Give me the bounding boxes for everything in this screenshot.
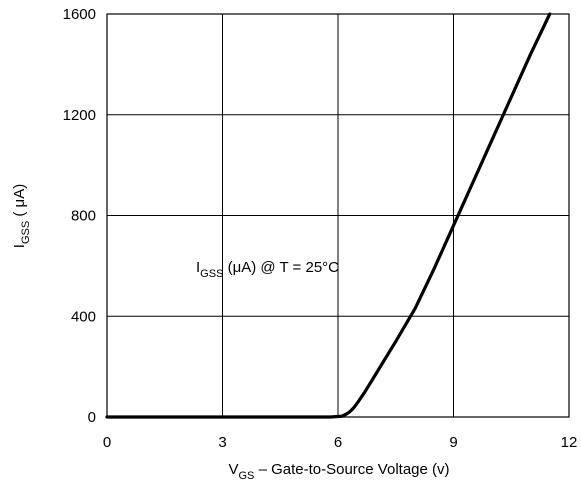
series-line — [105, 12, 552, 419]
x-tick-labels: 0 3 6 9 12 — [103, 434, 578, 451]
x-tick-label-2: 6 — [334, 434, 342, 451]
annotation: IGSS (μA) @ T = 25°C — [196, 259, 339, 280]
grid-lines — [107, 14, 569, 417]
y-axis-label: IGSS ( μA) — [11, 184, 32, 248]
y-tick-label-3: 1200 — [63, 107, 96, 124]
y-tick-label-0: 0 — [88, 409, 96, 426]
x-axis-label: VGS – Gate-to-Source Voltage (v) — [228, 461, 449, 482]
x-tick-label-4: 12 — [561, 434, 578, 451]
y-tick-label-4: 1600 — [63, 6, 96, 23]
x-tick-label-3: 9 — [449, 434, 457, 451]
y-tick-label-1: 400 — [71, 308, 96, 325]
x-tick-label-1: 3 — [218, 434, 226, 451]
x-tick-label-0: 0 — [103, 434, 111, 451]
y-tick-labels: 0 400 800 1200 1600 — [63, 6, 96, 426]
y-tick-label-2: 800 — [71, 208, 96, 225]
